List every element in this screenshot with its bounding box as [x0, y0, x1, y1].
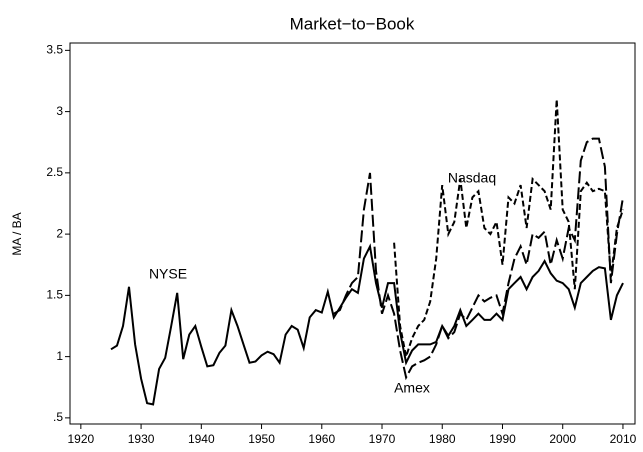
annotation: NYSE [149, 266, 187, 282]
x-tick-label: 2010 [610, 432, 637, 446]
annotation: Nasdaq [448, 170, 496, 186]
x-tick-label: 1970 [369, 432, 396, 446]
series-line [333, 137, 624, 381]
x-tick-label: 1950 [248, 432, 275, 446]
x-tick-label: 1920 [67, 432, 94, 446]
x-tick-label: 1940 [188, 432, 215, 446]
x-tick-label: 1980 [429, 432, 456, 446]
x-tick-label: 1990 [489, 432, 516, 446]
y-tick-label: 3 [56, 104, 63, 118]
x-tick-label: 1960 [308, 432, 335, 446]
y-tick-label: 2.5 [46, 165, 63, 179]
y-tick-label: 1.5 [46, 288, 63, 302]
y-tick-label: 3.5 [46, 43, 63, 57]
series-line [110, 243, 624, 406]
plot-frame [69, 42, 636, 425]
x-tick-label: 2000 [549, 432, 576, 446]
y-tick-label: 2 [56, 226, 63, 240]
y-tick-label: 1 [56, 349, 63, 363]
annotation: Amex [394, 380, 430, 396]
y-tick-label: .5 [53, 410, 63, 424]
series-line [393, 99, 624, 361]
chart-title: Market−to−Book [290, 14, 415, 33]
x-tick-label: 1930 [128, 432, 155, 446]
y-axis-label: MA / BA [10, 212, 24, 255]
